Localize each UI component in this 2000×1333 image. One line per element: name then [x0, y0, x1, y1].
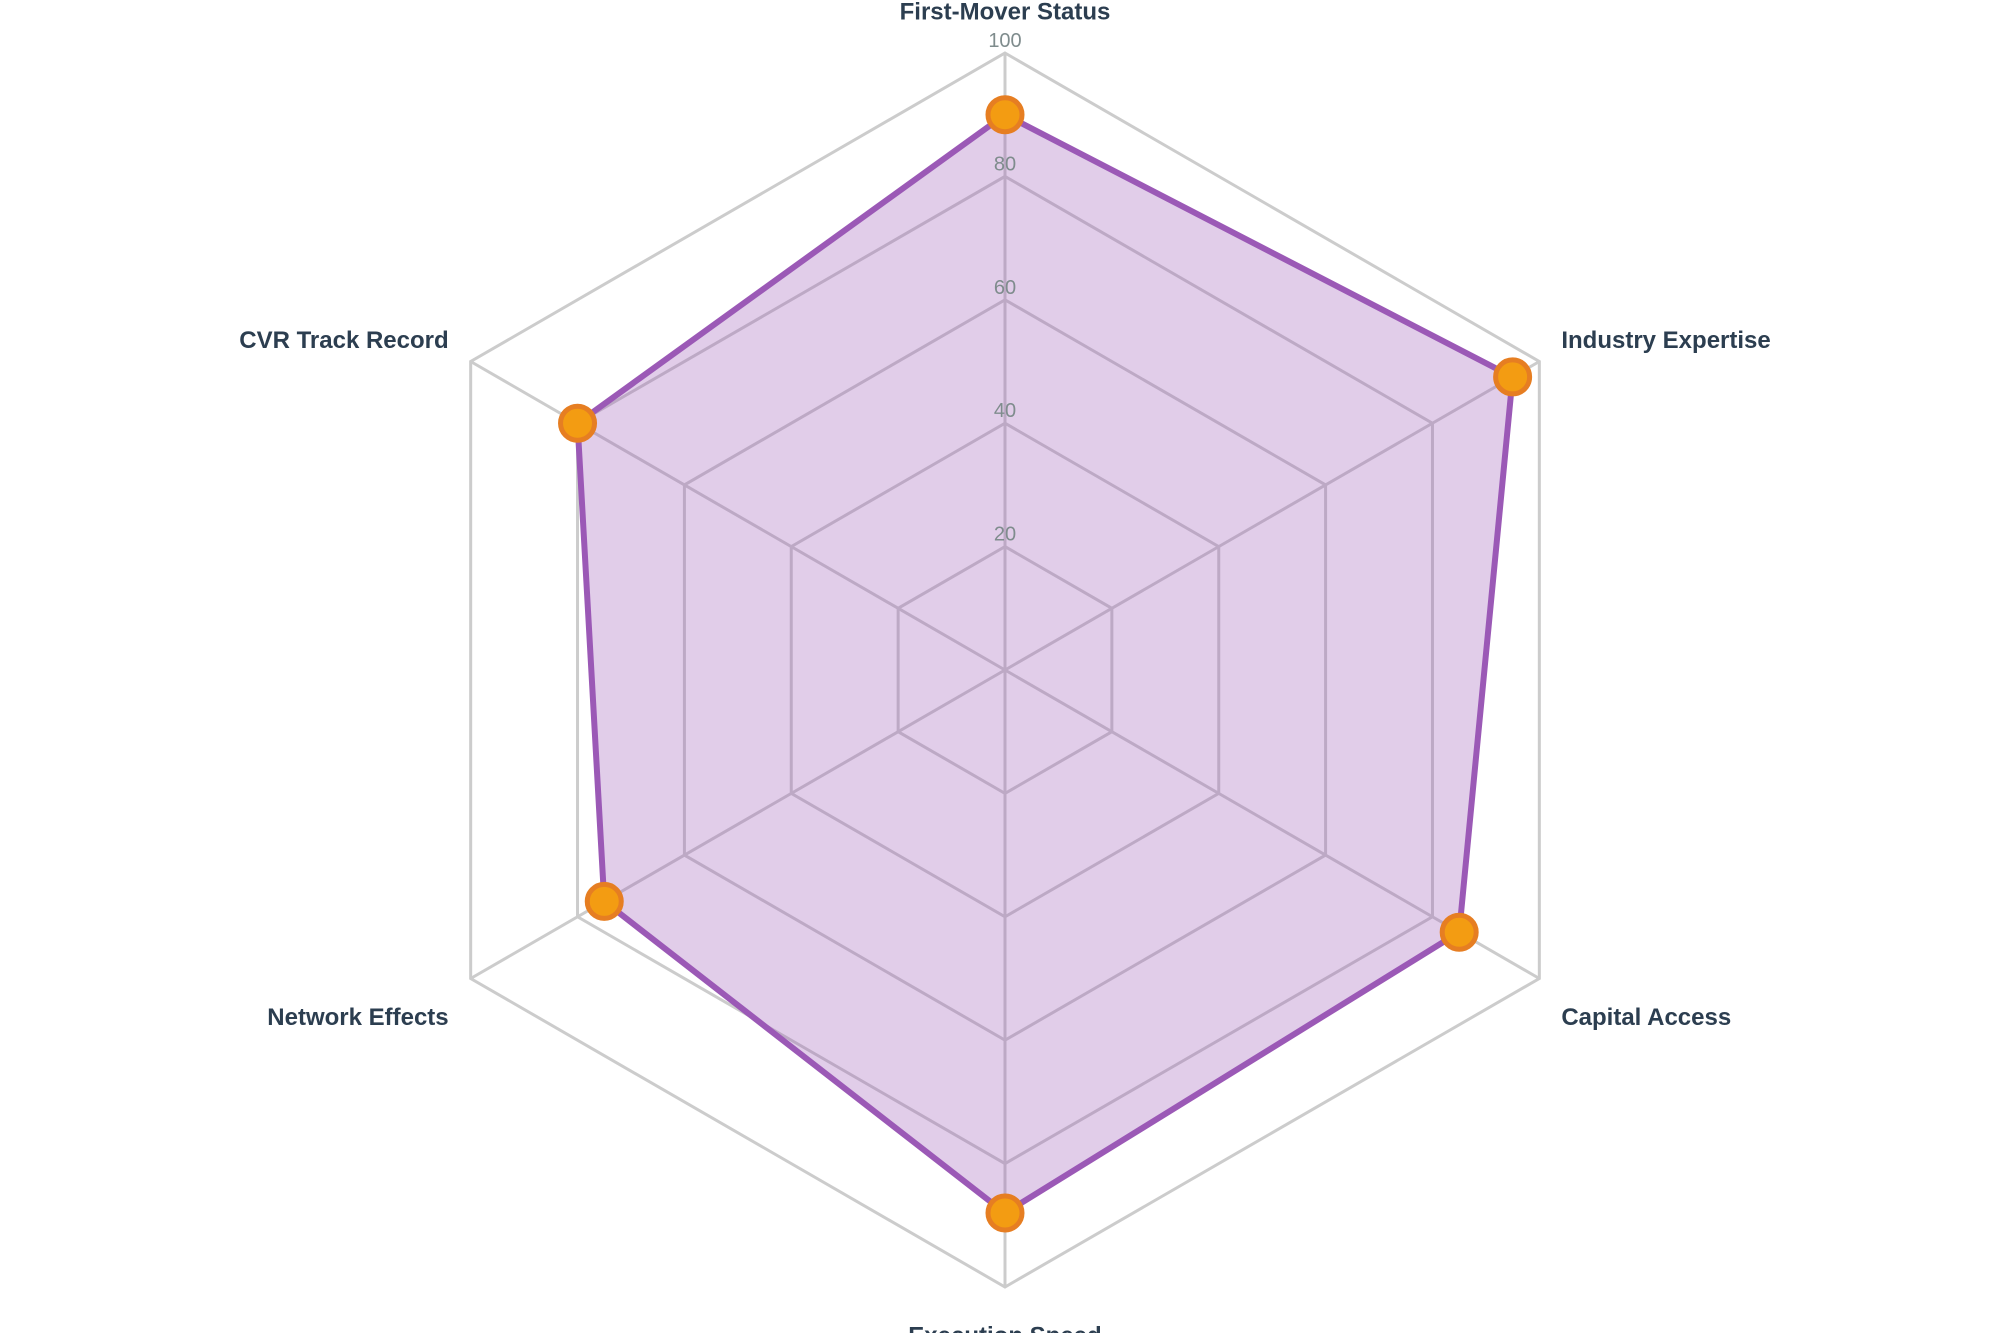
tick-label-100: 100 — [988, 30, 1021, 52]
axis-label-3: Execution Speed — [908, 1322, 1101, 1333]
axis-label-1: Industry Expertise — [1561, 327, 1770, 354]
tick-label-80: 80 — [994, 153, 1016, 175]
grid-spoke-4 — [469, 668, 1006, 980]
radar-grid — [469, 51, 1541, 1289]
data-point-3 — [985, 1193, 1025, 1233]
axis-label-2: Capital Access — [1561, 1004, 1731, 1031]
axis-label-4: Network Effects — [267, 1004, 448, 1031]
data-point-2 — [1439, 912, 1479, 952]
tick-label-40: 40 — [994, 400, 1016, 422]
axis-label-5: CVR Track Record — [239, 327, 448, 354]
radar-axis-labels: First-Mover Status Industry Expertise Capi… — [239, 0, 1771, 1333]
data-point-5 — [558, 403, 598, 443]
data-point-1 — [1493, 357, 1533, 397]
grid-spoke-5 — [469, 360, 1006, 672]
data-area — [574, 111, 1516, 1217]
radar-series — [574, 111, 1516, 1217]
data-point-4 — [584, 881, 624, 921]
data-markers — [558, 95, 1533, 1233]
tick-label-60: 60 — [994, 277, 1016, 299]
grid-spoke-1 — [1004, 360, 1541, 672]
data-point-0 — [985, 95, 1025, 135]
tick-label-20: 20 — [994, 524, 1016, 546]
radar-tick-labels: 20 40 60 80 100 — [988, 30, 1021, 546]
axis-label-0: First-Mover Status — [900, 0, 1111, 25]
